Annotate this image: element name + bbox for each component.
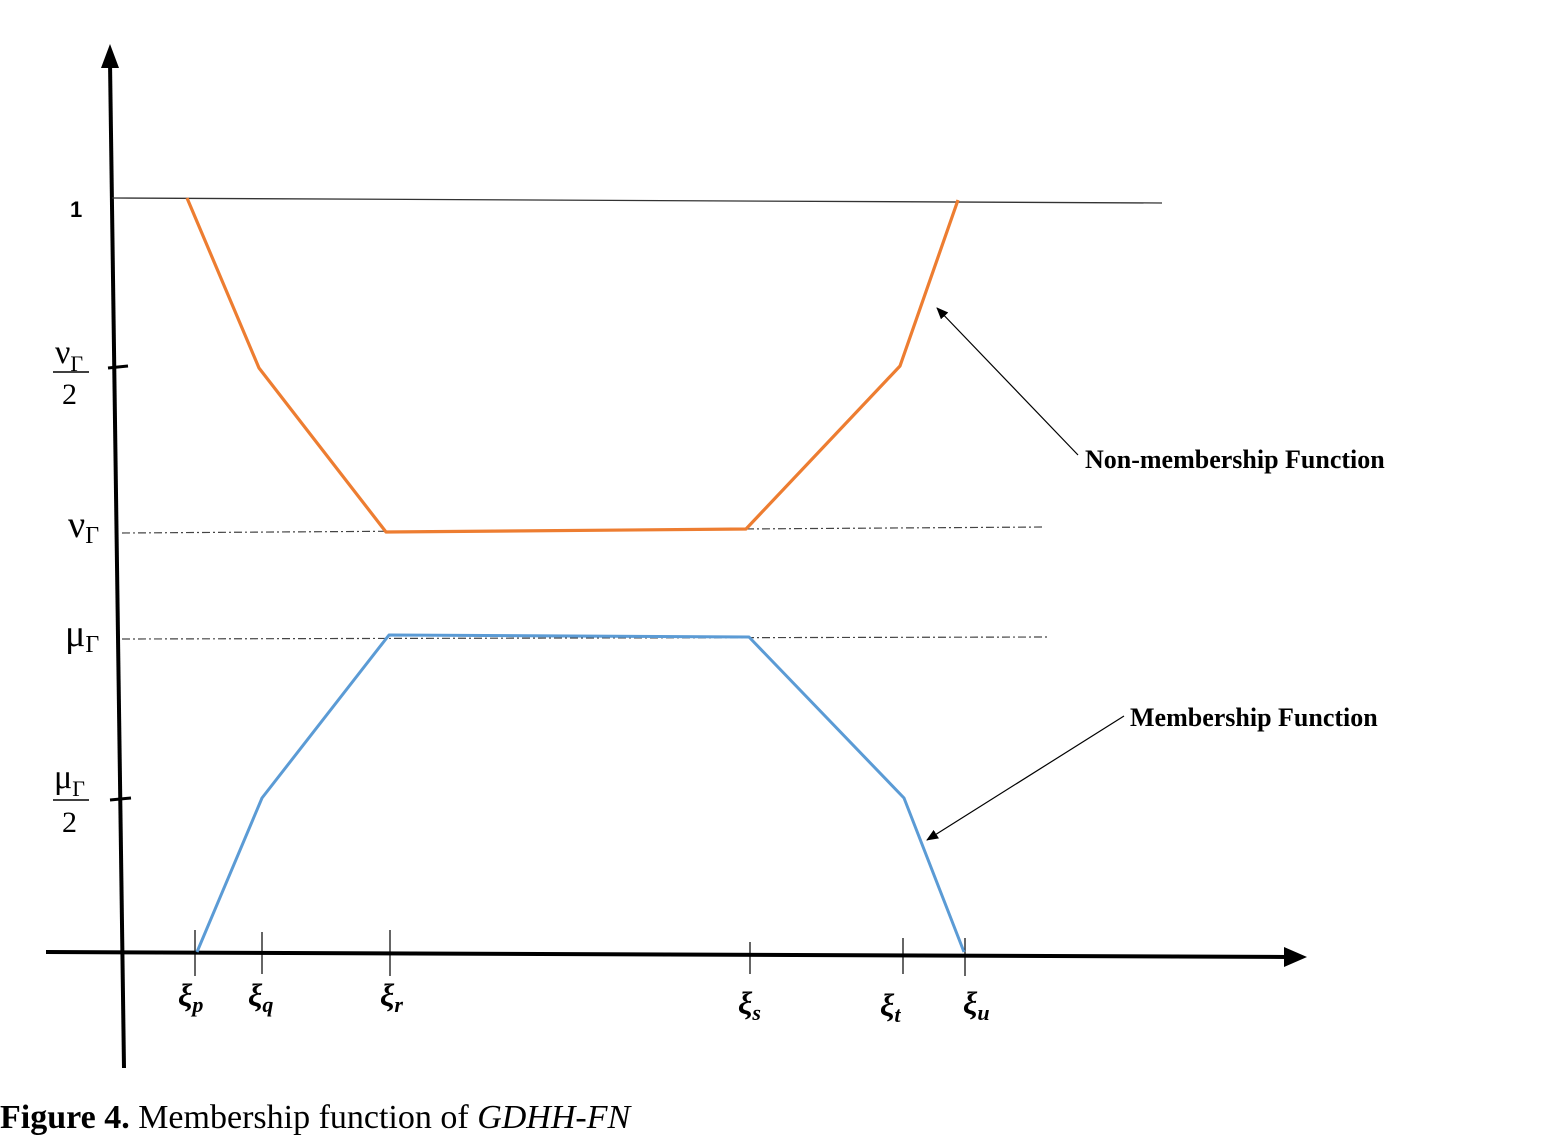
y-label-mu-half: μΓ 2 xyxy=(53,759,89,839)
x-label-t-subscript: t xyxy=(894,1002,901,1027)
x-label-s-symbol: ξ xyxy=(738,985,753,1021)
x-label-u-symbol: ξ xyxy=(963,985,978,1021)
one-level-line xyxy=(111,197,1163,204)
mu-subscript: Γ xyxy=(85,632,99,658)
nu-level-guide xyxy=(121,526,1046,534)
svg-text:ξs: ξs xyxy=(738,985,761,1025)
nu-half-denominator: 2 xyxy=(62,378,77,411)
membership-curve xyxy=(195,633,966,953)
x-label-t-symbol: ξ xyxy=(880,987,895,1023)
figure-caption: Figure 4. Membership function of GDHH-FN xyxy=(0,1098,630,1138)
x-label-r-symbol: ξ xyxy=(380,977,395,1013)
mu-half-numerator-subscript: Γ xyxy=(72,776,85,801)
y-axis xyxy=(108,61,126,1069)
non-membership-curve xyxy=(185,197,960,534)
x-label-u: ξu xyxy=(963,985,990,1025)
y-tick-mu-half xyxy=(109,796,132,802)
x-label-q: ξq xyxy=(248,977,273,1017)
y-label-mu: μΓ xyxy=(65,613,99,658)
non-membership-annotation-arrow xyxy=(936,307,1079,456)
membership-annotation-arrow xyxy=(926,715,1125,841)
nu-symbol: ν xyxy=(68,504,85,546)
svg-text:ξu: ξu xyxy=(963,985,990,1025)
svg-text:ξp: ξp xyxy=(178,977,203,1017)
nu-half-numerator-symbol: ν xyxy=(55,334,70,371)
figure-caption-math: GDHH-FN xyxy=(477,1099,631,1136)
nu-half-numerator-subscript: Γ xyxy=(70,351,83,376)
svg-text:νΓ: νΓ xyxy=(55,334,83,376)
x-axis-arrowhead xyxy=(1284,947,1307,967)
mu-level-guide xyxy=(121,636,1048,640)
x-axis xyxy=(45,950,1289,959)
non-membership-label: Non-membership Function xyxy=(1085,445,1385,474)
figure-caption-text: Membership function of xyxy=(129,1099,478,1136)
svg-text:ξq: ξq xyxy=(248,977,273,1017)
y-label-nu-half: νΓ 2 xyxy=(53,334,89,411)
x-label-q-subscript: q xyxy=(262,992,273,1017)
nu-subscript: Γ xyxy=(85,523,99,549)
svg-text:μΓ: μΓ xyxy=(65,613,99,658)
y-label-one: 1 xyxy=(70,197,82,222)
x-label-p-subscript: p xyxy=(190,992,203,1017)
x-label-u-subscript: u xyxy=(977,1000,989,1025)
svg-text:μΓ: μΓ xyxy=(54,759,85,801)
x-label-p-symbol: ξ xyxy=(178,977,193,1013)
mu-half-denominator: 2 xyxy=(62,806,77,839)
x-label-q-symbol: ξ xyxy=(248,977,263,1013)
mu-symbol: μ xyxy=(65,613,85,655)
x-label-s: ξs xyxy=(738,985,761,1025)
x-label-r-subscript: r xyxy=(394,992,403,1017)
svg-text:ξr: ξr xyxy=(380,977,403,1017)
membership-label: Membership Function xyxy=(1130,703,1378,732)
y-tick-nu-half xyxy=(107,364,129,370)
svg-text:νΓ: νΓ xyxy=(68,504,99,549)
x-label-t: ξt xyxy=(880,987,901,1027)
y-axis-arrowhead xyxy=(101,44,119,68)
svg-text:ξt: ξt xyxy=(880,987,901,1027)
x-label-s-subscript: s xyxy=(751,1000,761,1025)
figure-number: Figure 4. xyxy=(0,1099,130,1136)
x-label-p: ξp xyxy=(178,977,203,1017)
y-label-nu: νΓ xyxy=(68,504,99,549)
mu-half-numerator-symbol: μ xyxy=(54,759,72,796)
x-label-r: ξr xyxy=(380,977,403,1017)
